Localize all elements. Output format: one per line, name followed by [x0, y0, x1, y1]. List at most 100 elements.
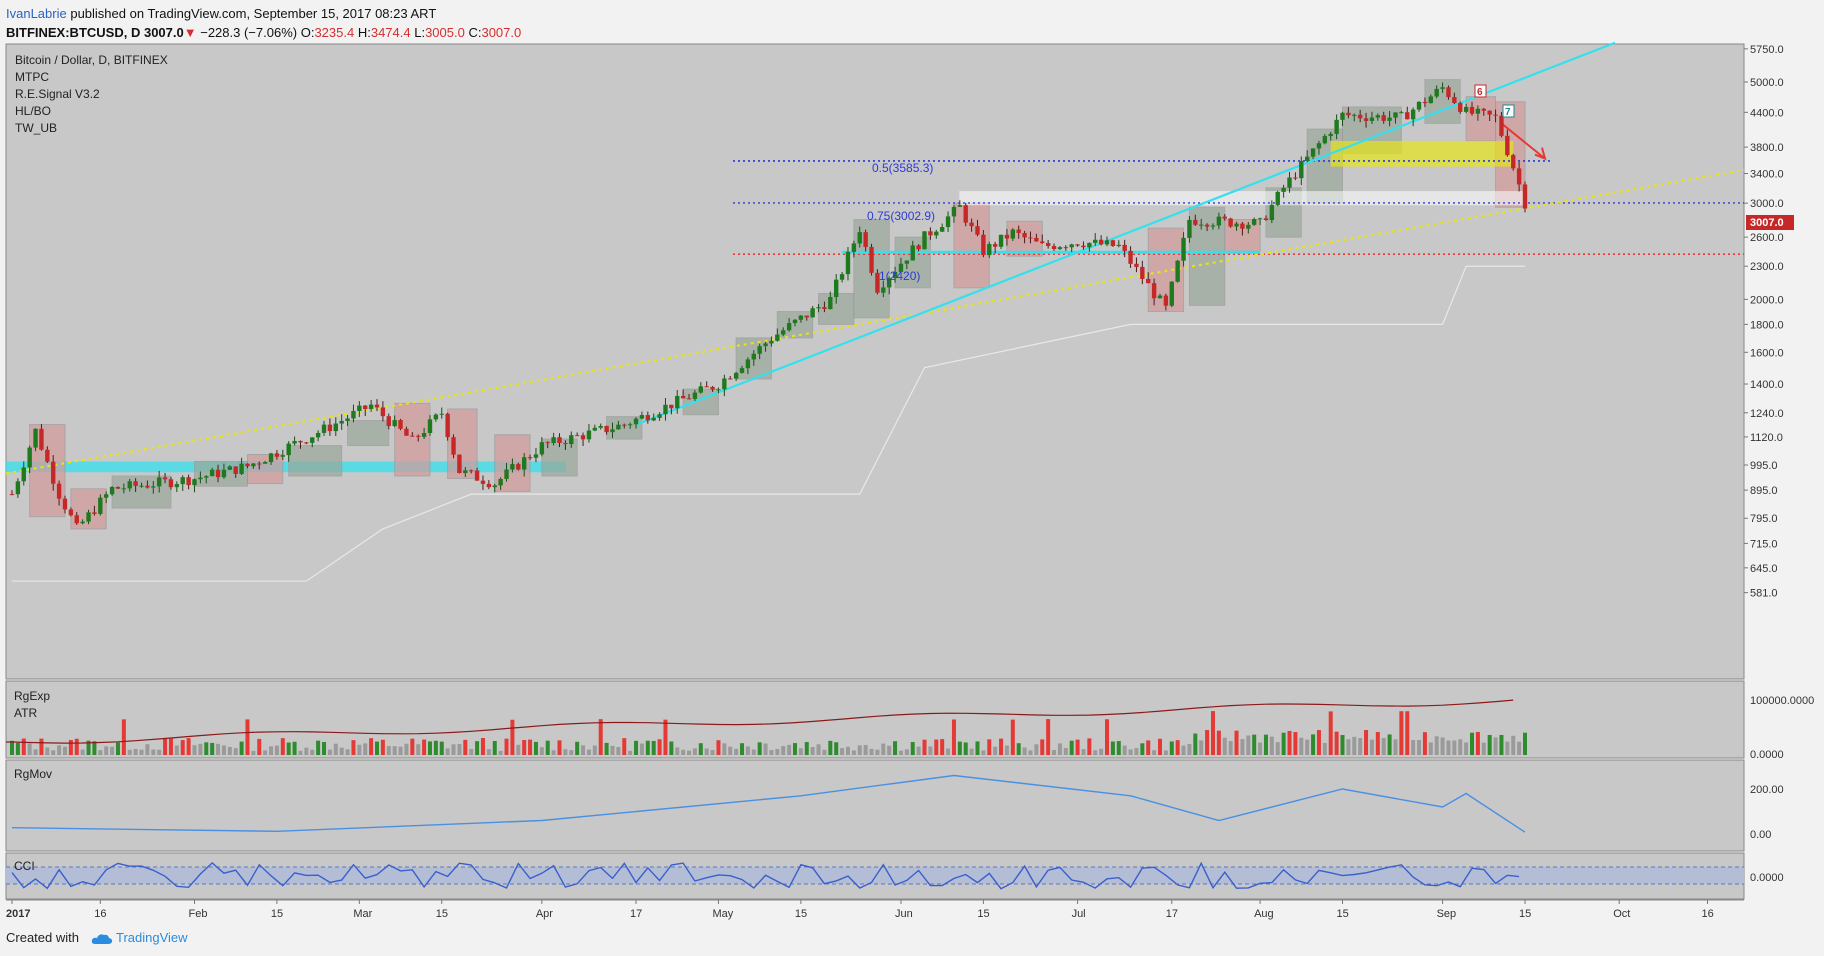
rgexp-bar: [1493, 737, 1498, 755]
candle-down: [1458, 102, 1463, 112]
rgexp-bar: [604, 742, 609, 755]
time-tick-label: Mar: [353, 908, 372, 920]
rgexp-bar: [198, 743, 203, 755]
candle-up: [1375, 115, 1381, 118]
rgexp-bar: [392, 746, 397, 755]
rgexp-bar: [775, 748, 780, 755]
candle-down: [1469, 106, 1475, 114]
rgexp-bar: [716, 740, 721, 755]
rgexp-bar: [110, 746, 115, 755]
candle-up: [433, 414, 439, 420]
rgexp-bar: [869, 748, 874, 755]
time-tick-label: 15: [1336, 908, 1348, 920]
rgexp-bar: [292, 741, 297, 755]
candle-down: [51, 461, 56, 484]
rgexp-bar: [286, 742, 291, 755]
candle-down: [162, 477, 168, 480]
author-link[interactable]: IvanLabrie: [6, 6, 67, 21]
price-tick-label: 581.0: [1750, 588, 1778, 600]
time-tick-label: Aug: [1254, 908, 1274, 920]
rgexp-bar: [834, 742, 839, 755]
price-tick-label: 1240.0: [1750, 408, 1784, 420]
candle-up: [651, 417, 656, 421]
candle-up: [1257, 218, 1263, 220]
yellow-zone: [1330, 140, 1514, 167]
candle-up: [798, 315, 804, 320]
candle-down: [1346, 112, 1351, 116]
rgexp-label[interactable]: RgExp: [14, 689, 50, 703]
legend-study-twub[interactable]: TW_UB: [15, 121, 57, 135]
rgexp-bar: [1481, 742, 1486, 755]
sub-plot-layer: [6, 699, 1527, 890]
candle-up: [781, 330, 786, 335]
candle-up: [1322, 136, 1328, 144]
candle-up: [292, 440, 297, 444]
last-price-tag: [1746, 215, 1794, 230]
candle-up: [1416, 101, 1422, 110]
candle-up: [616, 424, 621, 430]
price-tick-label: 3400.0: [1750, 168, 1784, 180]
legend-study-hlbo[interactable]: HL/BO: [15, 104, 51, 118]
rgexp-bar: [327, 749, 332, 755]
candle-down: [374, 404, 380, 408]
time-axis[interactable]: 2017 16 Feb 15 Mar 15 Apr 17 May 15 Jun 15 Jul 17 Aug 1…: [6, 900, 1714, 920]
ohlc-line: BITFINEX:BTCUSD, D 3007.0▼ −228.3 (−7.06…: [6, 23, 521, 42]
time-tick-label: 15: [795, 908, 807, 920]
candle-up: [33, 428, 38, 448]
rgmov-pane[interactable]: [5, 759, 1745, 852]
rgexp-bar: [280, 738, 285, 755]
marker-6-box: [1474, 84, 1487, 98]
chart-area[interactable]: 5750.0 5000.0 4400.0 3800.0 3400.0 3000.0 2600…: [0, 40, 1824, 920]
rgexp-bar: [757, 742, 762, 755]
marker-7: 7: [1505, 107, 1511, 118]
red-zone-box: [1465, 96, 1497, 142]
candle-down: [398, 420, 403, 429]
rgexp-axis-label: 0.0000: [1750, 749, 1784, 761]
rgexp-axis-label: 100000.0000: [1750, 695, 1814, 707]
tradingview-link[interactable]: TradingView: [91, 930, 188, 945]
rgexp-bar: [1040, 739, 1045, 755]
candle-down: [1098, 239, 1104, 245]
rgexp-bar: [80, 749, 85, 755]
cci-label[interactable]: CCI: [14, 859, 35, 873]
legend-study-resignal[interactable]: R.E.Signal V3.2: [15, 87, 100, 101]
candle-down: [604, 425, 609, 433]
price-tick-label: 5000.0: [1750, 77, 1784, 89]
rgexp-bar: [1281, 732, 1286, 755]
candle-up: [1463, 106, 1469, 112]
rgexp-bar: [92, 741, 97, 755]
rgexp-bar: [1340, 735, 1345, 755]
rgexp-bar: [351, 740, 356, 755]
time-tick-label: 16: [94, 908, 106, 920]
rgexp-bar: [1122, 745, 1127, 755]
rgexp-bar: [545, 740, 550, 755]
candle-down: [1151, 283, 1157, 299]
symbol-label: BITFINEX:BTCUSD, D: [6, 25, 141, 40]
rgexp-bar: [539, 747, 544, 755]
rgexp-bar: [1134, 748, 1139, 755]
projection-arrowhead: [1534, 147, 1547, 161]
legend-title[interactable]: Bitcoin / Dollar, D, BITFINEX: [15, 53, 168, 67]
candle-down: [468, 470, 474, 472]
rgexp-bar: [1305, 739, 1310, 755]
candle-up: [1434, 88, 1439, 97]
candle-up: [1440, 87, 1445, 89]
rgexp-bar: [810, 747, 815, 755]
marker-6: 6: [1477, 87, 1483, 98]
candle-down: [457, 454, 462, 474]
rgexp-bar: [592, 745, 597, 755]
candle-up: [692, 392, 698, 399]
rgexp-bar: [480, 737, 485, 755]
rgmov-label[interactable]: RgMov: [14, 767, 52, 781]
rgexp-bar: [51, 750, 56, 755]
legend-study-mtpc[interactable]: MTPC: [15, 70, 49, 84]
candle-down: [1516, 168, 1522, 185]
price-tick-label: 795.0: [1750, 513, 1778, 525]
candle-up: [716, 389, 721, 391]
candle-up: [209, 469, 215, 477]
price-axis[interactable]: 5750.0 5000.0 4400.0 3800.0 3400.0 3000.0 2600…: [1744, 44, 1784, 600]
atr-label[interactable]: ATR: [14, 706, 37, 720]
rgexp-bar: [1105, 719, 1110, 755]
candle-down: [1204, 224, 1210, 227]
candle-up: [816, 307, 821, 309]
